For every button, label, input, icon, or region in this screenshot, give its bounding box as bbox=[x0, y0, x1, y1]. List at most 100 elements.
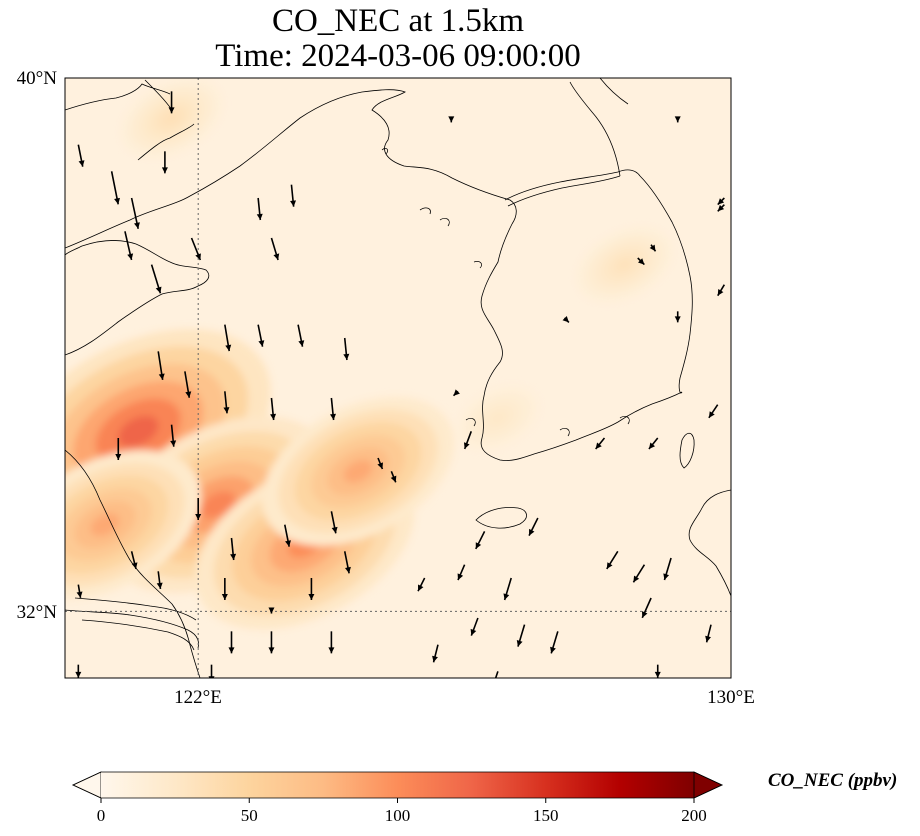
wind-vector-arrow bbox=[130, 551, 138, 570]
coastline-korea-north bbox=[504, 169, 641, 201]
coastline-jeju bbox=[475, 507, 527, 529]
wind-vector-arrow bbox=[632, 564, 646, 583]
wind-vector-arrow bbox=[184, 371, 192, 398]
wind-vector-arrow bbox=[130, 197, 140, 229]
coastline-korea-northeast bbox=[569, 78, 629, 177]
colorbar-tick-label: 100 bbox=[385, 806, 411, 825]
coastline-kyushu bbox=[688, 489, 731, 597]
coastlines bbox=[65, 78, 731, 678]
wind-vector-arrow bbox=[228, 631, 235, 654]
coastline-liaodong bbox=[65, 89, 517, 249]
wind-vector-arrow bbox=[290, 184, 297, 207]
wind-vector-arrow bbox=[717, 284, 726, 297]
colorbar-tick-label: 50 bbox=[241, 806, 258, 825]
colorbar-tick-label: 200 bbox=[681, 806, 707, 825]
wind-vector-arrow bbox=[268, 631, 275, 654]
coastline-korea-east bbox=[639, 175, 693, 394]
wind-vector-arrow bbox=[390, 471, 397, 483]
wind-vector-arrow bbox=[343, 337, 350, 361]
wind-vector-arrow bbox=[463, 431, 473, 450]
wind-vector-arrow bbox=[77, 144, 85, 167]
wind-vector-arrow bbox=[641, 597, 652, 619]
wind-vector-arrow bbox=[717, 204, 725, 212]
gridlines bbox=[65, 78, 731, 678]
wind-vector-arrow bbox=[674, 311, 681, 323]
wind-vector-arrow bbox=[168, 91, 175, 114]
wind-vector-arrow bbox=[224, 324, 232, 352]
wind-vector-arrow bbox=[457, 564, 466, 581]
wind-vector-arrow bbox=[432, 644, 439, 663]
wind-vector-arrow bbox=[377, 457, 384, 470]
wind-vector-arrow bbox=[124, 231, 134, 261]
wind-vector-arrow bbox=[230, 537, 237, 561]
lon-tick-label-130: 130°E bbox=[707, 687, 755, 708]
wind-vector-arrow bbox=[705, 624, 712, 643]
coastline-tsushima bbox=[679, 432, 695, 469]
wind-vector-arrow bbox=[75, 664, 82, 678]
wind-vector-arrow bbox=[663, 557, 672, 581]
wind-vector-arrow bbox=[115, 438, 122, 460]
wind-vector-arrow bbox=[223, 391, 230, 414]
wind-vector-arrow bbox=[150, 264, 162, 294]
wind-vector-arrow bbox=[190, 237, 202, 261]
wind-vector-arrow bbox=[448, 116, 455, 123]
concentration-contour bbox=[163, 111, 180, 125]
wind-vector-arrow bbox=[76, 584, 83, 598]
wind-vector-arrow bbox=[330, 397, 336, 421]
wind-vector-arrow bbox=[475, 530, 486, 550]
coastline-korea-west bbox=[480, 223, 683, 461]
coastline-islands bbox=[381, 147, 630, 437]
wind-vector-arrow bbox=[674, 116, 681, 123]
concentration-contour bbox=[343, 459, 373, 483]
lat-tick-label-40: 40°N bbox=[17, 68, 58, 89]
wind-vector-arrow bbox=[170, 424, 177, 447]
lon-tick-label-122: 122°E bbox=[174, 687, 222, 708]
coastline-shandong bbox=[65, 240, 210, 356]
wind-vector-arrow bbox=[195, 498, 202, 520]
wind-vector-arrow bbox=[654, 664, 661, 678]
wind-vector-arrow bbox=[257, 324, 265, 347]
title-line-2: Time: 2024-03-06 09:00:00 bbox=[215, 38, 581, 74]
wind-vector-arrow bbox=[717, 197, 725, 206]
lat-tick-label-32: 32°N bbox=[17, 602, 58, 623]
axis-ticks: 40°N 32°N 122°E 130°E bbox=[17, 68, 755, 708]
wind-vector-arrow bbox=[708, 404, 719, 419]
wind-vector-arrow bbox=[470, 617, 479, 636]
wind-vector-arrow bbox=[562, 316, 570, 323]
coastline-yangtze bbox=[74, 597, 197, 651]
colorbar-under-extension bbox=[72, 771, 102, 799]
wind-vector-arrow bbox=[503, 577, 512, 601]
wind-vector-arrow bbox=[606, 550, 619, 570]
concentration-field bbox=[65, 78, 673, 630]
wind-vector-arrow bbox=[328, 631, 335, 654]
concentration-contour bbox=[491, 413, 505, 423]
map-frame bbox=[64, 77, 732, 679]
wind-vector-arrow bbox=[308, 578, 315, 600]
wind-vector-arrow bbox=[161, 151, 168, 174]
concentration-contour bbox=[118, 415, 159, 447]
wind-vector-arrow bbox=[516, 624, 526, 647]
chart-title: CO_NEC at 1.5km Time: 2024-03-06 09:00:0… bbox=[0, 4, 796, 74]
colorbar-tick-label: 0 bbox=[97, 806, 106, 825]
wind-vector-arrow bbox=[452, 389, 460, 397]
wind-vector-arrow bbox=[110, 171, 120, 205]
coastline-china-east bbox=[65, 449, 201, 678]
wind-vector-arrow bbox=[343, 551, 351, 574]
wind-vector-arrow bbox=[256, 197, 263, 221]
wind-vector-arrow bbox=[648, 437, 659, 450]
concentration-contour bbox=[617, 258, 632, 271]
coastline-korea-border bbox=[507, 175, 621, 207]
colorbar: 0 50 100 150 200 bbox=[72, 771, 723, 825]
map-area bbox=[65, 78, 731, 678]
wind-vector-arrow bbox=[649, 244, 657, 252]
colorbar-tick-label: 150 bbox=[533, 806, 559, 825]
wind-vector-arrow bbox=[270, 237, 280, 261]
wind-vector-arrow bbox=[528, 517, 539, 536]
colorbar-label: CO_NEC (ppbv) bbox=[768, 770, 898, 791]
wind-vector-arrow bbox=[156, 571, 163, 590]
concentration-contour bbox=[200, 491, 236, 519]
wind-vector-arrow bbox=[297, 324, 305, 347]
wind-vector-arrow bbox=[417, 577, 426, 592]
wind-vector-arrow bbox=[157, 351, 165, 381]
